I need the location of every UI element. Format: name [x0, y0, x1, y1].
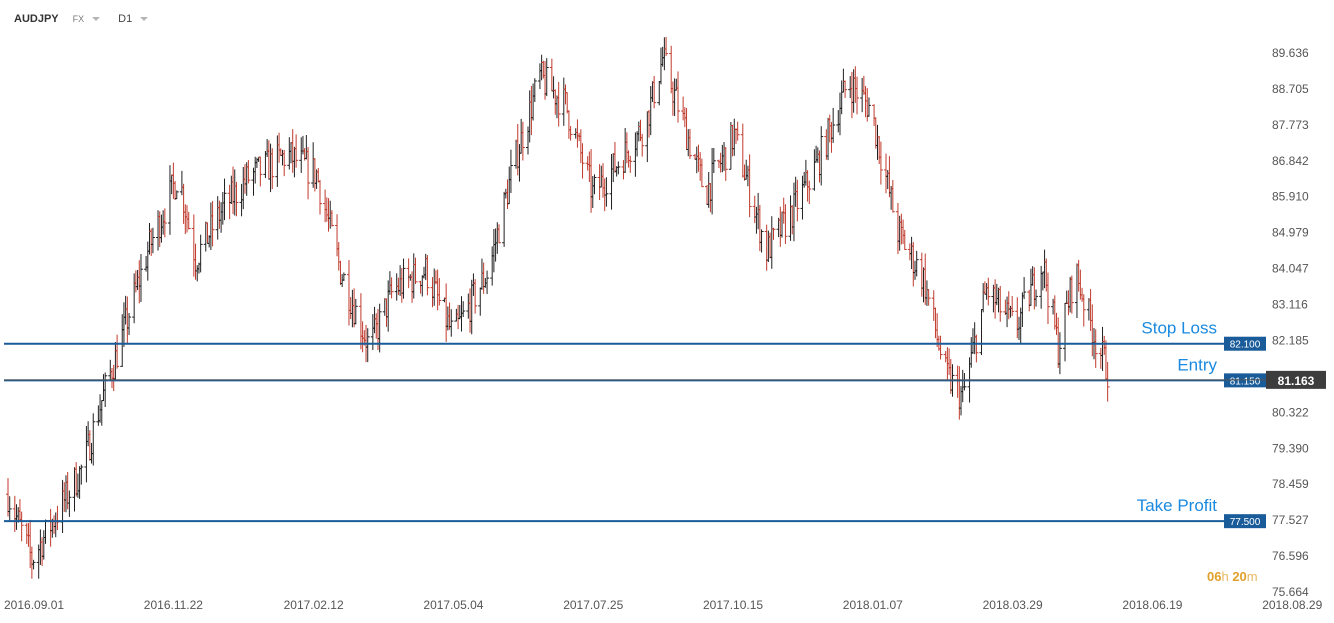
- x-tick-label: 2017.05.04: [423, 598, 483, 612]
- y-tick-label: 78.459: [1272, 477, 1309, 491]
- level-label: Take Profit: [1137, 496, 1218, 515]
- market-dropdown[interactable]: FX: [73, 14, 101, 24]
- countdown-hours-unit: h: [1221, 569, 1229, 584]
- y-tick-label: 77.527: [1272, 513, 1309, 527]
- y-tick-label: 87.773: [1272, 118, 1309, 132]
- x-tick-label: 2017.10.15: [703, 598, 763, 612]
- level-label: Entry: [1177, 355, 1217, 374]
- x-tick-label: 2017.07.25: [563, 598, 623, 612]
- y-tick-label: 76.596: [1272, 549, 1309, 563]
- level-label: Stop Loss: [1141, 319, 1217, 338]
- timeframe-label: D1: [118, 13, 133, 25]
- chevron-down-icon: [92, 17, 101, 21]
- x-tick-label: 2018.08.29: [1262, 598, 1322, 612]
- y-tick-label: 85.910: [1272, 190, 1309, 204]
- x-tick-label: 2016.09.01: [4, 598, 64, 612]
- y-tick-label: 86.842: [1272, 154, 1309, 168]
- symbol-label[interactable]: AUDJPY: [14, 13, 59, 25]
- x-tick-label: 2017.02.12: [284, 598, 344, 612]
- y-tick-label: 83.116: [1272, 298, 1308, 312]
- y-tick-label: 82.185: [1272, 333, 1309, 347]
- y-tick-label: 80.322: [1272, 405, 1309, 419]
- level-price-text: 82.100: [1230, 340, 1261, 351]
- countdown-minutes: 20: [1232, 569, 1247, 584]
- countdown-hours: 06: [1207, 569, 1222, 584]
- market-label: FX: [72, 14, 85, 24]
- y-tick-label: 84.979: [1272, 226, 1309, 240]
- y-tick-label: 84.047: [1272, 262, 1309, 276]
- current-price-tag: [1266, 370, 1326, 389]
- bar-countdown: 06h 20m: [1207, 569, 1258, 584]
- level-price-tag: [1224, 373, 1266, 388]
- x-tick-label: 2018.06.19: [1122, 598, 1182, 612]
- y-tick-label: 75.664: [1272, 585, 1309, 599]
- level-price-text: 77.500: [1230, 517, 1261, 528]
- chevron-down-icon: [140, 17, 149, 21]
- y-tick-label: 79.390: [1272, 441, 1309, 455]
- level-price-tag: [1224, 336, 1266, 351]
- x-tick-label: 2016.11.22: [144, 598, 203, 612]
- level-price-text: 81.150: [1230, 376, 1261, 387]
- chart-toolbar: AUDJPY FX D1: [14, 10, 149, 28]
- x-tick-label: 2018.03.29: [983, 598, 1043, 612]
- timeframe-dropdown[interactable]: D1: [118, 13, 149, 25]
- countdown-minutes-unit: m: [1246, 569, 1258, 584]
- current-price-text: 81.163: [1278, 374, 1315, 388]
- y-tick-label: 88.705: [1272, 82, 1309, 96]
- level-price-tag: [1224, 514, 1266, 529]
- x-tick-label: 2018.01.07: [843, 598, 903, 612]
- y-tick-label: 89.636: [1272, 46, 1309, 60]
